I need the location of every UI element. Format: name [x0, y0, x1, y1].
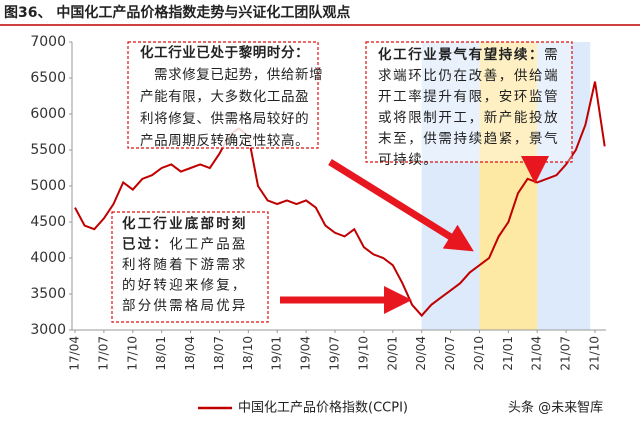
annotation-box — [127, 41, 319, 149]
x-tick-label: 21/07 — [559, 336, 573, 371]
x-tick-label: 20/07 — [443, 336, 457, 371]
x-tick-label: 20/10 — [472, 336, 486, 371]
x-tick-label: 18/04 — [183, 336, 197, 371]
annotation-text: 可持续。 — [378, 152, 438, 168]
annotation-line: 产品周期反转确定性较高。 — [140, 132, 309, 149]
annotation-line: 部分供需格局优异 — [122, 298, 248, 314]
annotation-text: 利将随着下游需求 — [122, 256, 248, 273]
chart-title: 图36、 中国化工产品价格指数走势与兴证化工团队观点 — [4, 4, 350, 21]
annotation-text: 利将修复、供需格局较好的 — [140, 110, 309, 127]
annotation-line: 需求修复已起势，供给新增 — [154, 66, 323, 83]
annotation-line: 利将随着下游需求 — [122, 256, 248, 273]
x-tick-label: 18/10 — [241, 336, 255, 371]
x-tick-label: 21/10 — [588, 336, 602, 371]
annotation-line: 可持续。 — [378, 152, 438, 168]
x-tick-label: 21/01 — [501, 336, 515, 371]
y-tick-label: 7000 — [30, 34, 66, 50]
annotation-line: 化工行业已处于黎明时分： — [140, 44, 309, 61]
annotation-line: 产能有限，大多数化工品盈 — [140, 88, 309, 105]
annotation-text: 产能有限，大多数化工品盈 — [140, 88, 309, 105]
plot-layer: 3000 3500 4000 4500 5000 5500 6000 6500 7000 17/0… — [30, 34, 606, 371]
shaded-range — [479, 42, 538, 330]
x-tick-label: 19/01 — [270, 336, 284, 371]
x-tick-label: 20/01 — [385, 336, 399, 371]
annotation-text: 末至，供需持续趋紧，景气 — [378, 131, 559, 147]
annotation-text: 已过： — [122, 236, 169, 253]
y-tick-label: 3000 — [30, 322, 66, 338]
annotation-text: 开工率提升有限，安环监管 — [378, 88, 559, 105]
legend: 中国化工产品价格指数(CCPI) — [198, 400, 408, 416]
annotation-text: 部分供需格局优异 — [122, 298, 248, 314]
shading-layer — [421, 42, 591, 330]
y-tick-label: 5500 — [30, 142, 66, 158]
annotation-text: 的好转迎来修复， — [122, 277, 248, 294]
x-tick-label: 19/10 — [356, 336, 370, 371]
x-tick-label: 17/10 — [125, 336, 139, 371]
y-tick-label: 6500 — [30, 70, 66, 86]
x-tick-label: 20/04 — [414, 336, 428, 371]
y-tick-label: 4500 — [30, 214, 66, 230]
annotation-text: 需求修复已起势，供给新增 — [154, 66, 323, 83]
annotation-line: 的好转迎来修复， — [122, 277, 248, 294]
annotation-box — [365, 41, 573, 163]
annotation-line: 化工行业底部时刻 — [122, 215, 248, 232]
x-tick-label: 17/04 — [68, 336, 82, 371]
x-tick-label: 19/04 — [299, 336, 313, 371]
shaded-range — [421, 42, 480, 330]
annotation-text: 需 — [544, 47, 559, 63]
annotation-line: 或将限制开工，新产能投放 — [378, 110, 559, 126]
x-tick-label: 21/04 — [530, 336, 544, 371]
annotation-text: 化工行业底部时刻 — [122, 215, 248, 232]
shaded-range — [537, 42, 591, 330]
annotation-text: 产品周期反转确定性较高。 — [140, 132, 309, 149]
annotation-line: 开工率提升有限，安环监管 — [378, 88, 559, 105]
annotation-text: 化工行业景气有望持续： — [378, 46, 544, 63]
annotation-line: 化工行业景气有望持续：需 — [378, 46, 559, 63]
x-tick-label: 19/07 — [328, 336, 342, 371]
y-tick-label: 4000 — [30, 250, 66, 266]
annotation-layer: 化工行业已处于黎明时分： 需求修复已起势，供给新增产能有限，大多数化工品盈利将修复… — [111, 41, 573, 323]
legend-label: 中国化工产品价格指数(CCPI) — [238, 400, 408, 416]
annotation-text: 化工产品盈 — [169, 237, 248, 253]
arrow — [328, 159, 474, 252]
x-tick-label: 18/07 — [212, 336, 226, 371]
annotation-text: 或将限制开工，新产能投放 — [378, 110, 559, 126]
annotation-line: 末至，供需持续趋紧，景气 — [378, 131, 559, 147]
annotation-box — [111, 211, 269, 323]
y-tick-label: 3500 — [30, 286, 66, 302]
x-tick-label: 18/01 — [154, 336, 168, 371]
series-line — [74, 81, 606, 318]
y-tick-label: 6000 — [30, 106, 66, 122]
annotation-text: 求端环比仍在改善，供给端 — [378, 68, 559, 84]
annotation-line: 利将修复、供需格局较好的 — [140, 110, 309, 127]
x-tick-label: 17/07 — [96, 336, 110, 371]
annotation-line: 求端环比仍在改善，供给端 — [378, 68, 559, 84]
annotation-line: 已过：化工产品盈 — [122, 236, 248, 253]
watermark: 头条 @未来智库 — [508, 400, 603, 416]
annotation-text: 化工行业已处于黎明时分： — [140, 44, 309, 61]
y-tick-label: 5000 — [30, 178, 66, 194]
